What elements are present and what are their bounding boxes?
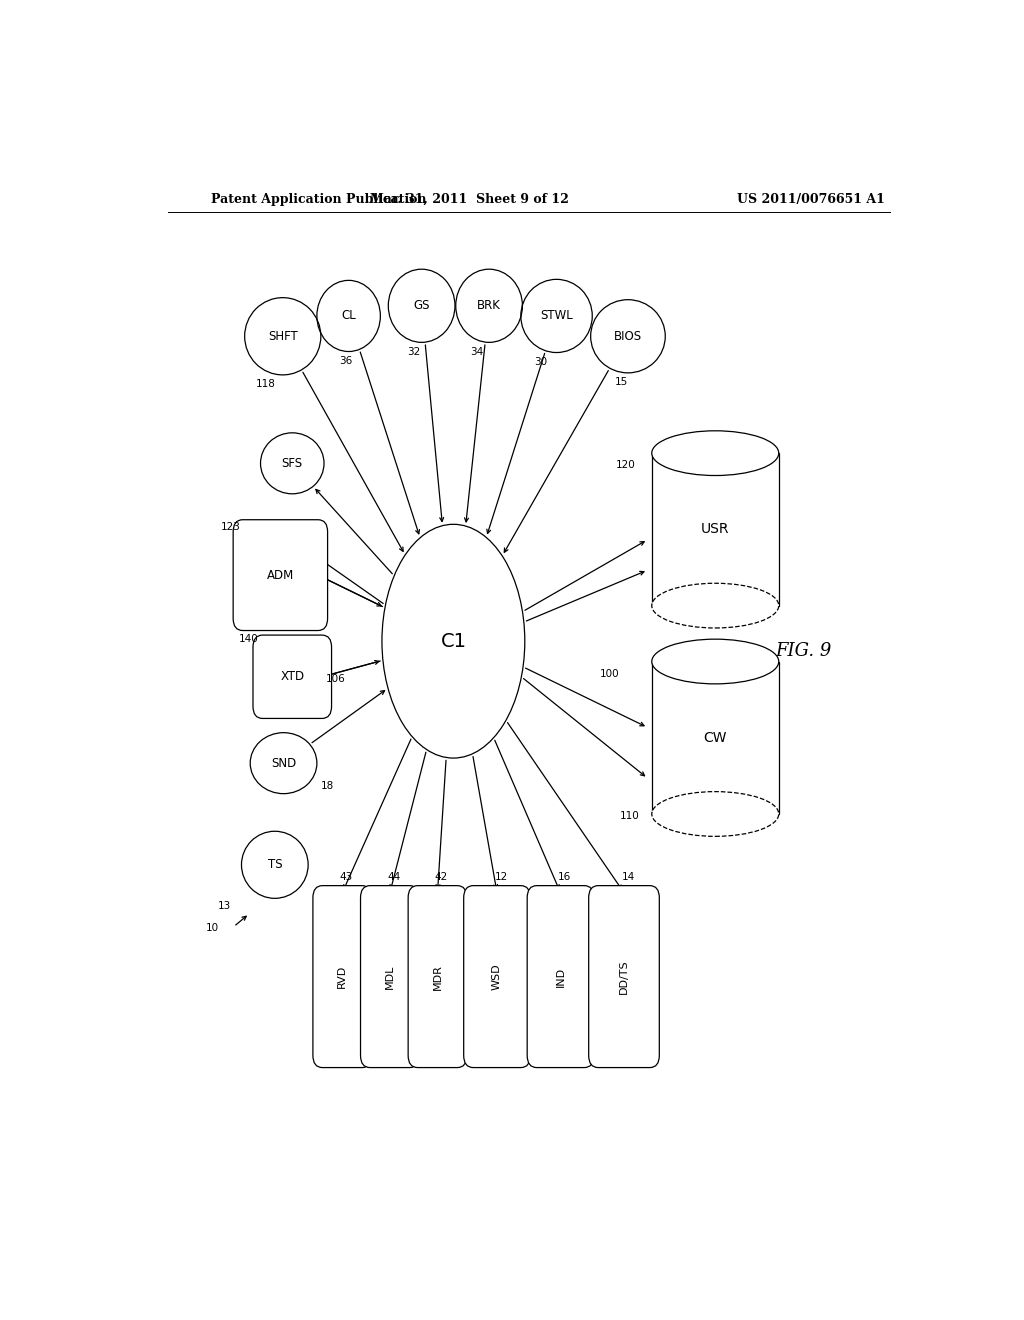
Text: STWL: STWL [541,309,572,322]
Text: 100: 100 [600,669,620,678]
Text: MDL: MDL [385,965,395,989]
Text: 16: 16 [558,871,571,882]
Text: RVD: RVD [337,965,347,989]
Text: 30: 30 [535,356,547,367]
Text: XTD: XTD [281,671,304,684]
Text: 12: 12 [495,871,508,882]
Text: 120: 120 [616,461,636,470]
FancyBboxPatch shape [409,886,467,1068]
Text: 106: 106 [326,673,346,684]
Text: ADM: ADM [266,569,294,582]
Text: CL: CL [341,309,356,322]
FancyBboxPatch shape [313,886,372,1068]
Text: 14: 14 [622,871,635,882]
Text: CW: CW [703,731,727,744]
Text: 32: 32 [408,347,420,356]
Text: 140: 140 [239,634,258,644]
Text: 15: 15 [615,378,629,387]
Text: FIG. 9: FIG. 9 [775,643,831,660]
Text: 42: 42 [435,871,449,882]
Text: C1: C1 [440,632,466,651]
Text: GS: GS [414,300,430,313]
Text: IND: IND [555,966,565,986]
Text: DD/TS: DD/TS [618,960,629,994]
Text: BIOS: BIOS [614,330,642,343]
FancyBboxPatch shape [253,635,332,718]
Text: Mar. 31, 2011  Sheet 9 of 12: Mar. 31, 2011 Sheet 9 of 12 [370,193,568,206]
Text: TS: TS [267,858,283,871]
Text: 44: 44 [387,871,400,882]
FancyBboxPatch shape [233,520,328,631]
FancyBboxPatch shape [360,886,419,1068]
Text: Patent Application Publication: Patent Application Publication [211,193,427,206]
Text: 36: 36 [339,355,352,366]
Text: WSD: WSD [492,964,502,990]
Text: MDR: MDR [432,964,442,990]
Text: SHFT: SHFT [268,330,298,343]
Text: 110: 110 [620,810,640,821]
Text: 18: 18 [321,780,334,791]
Text: 34: 34 [470,347,483,356]
Text: 10: 10 [206,923,219,933]
Ellipse shape [651,430,779,475]
Text: BRK: BRK [477,300,501,313]
Ellipse shape [651,583,779,628]
Text: SND: SND [271,756,296,770]
Bar [652,661,779,814]
Text: 123: 123 [220,521,241,532]
Bar [652,453,779,606]
FancyBboxPatch shape [527,886,594,1068]
Ellipse shape [651,639,779,684]
Text: 13: 13 [218,900,231,911]
FancyBboxPatch shape [464,886,530,1068]
Ellipse shape [651,792,779,837]
Text: SFS: SFS [282,457,303,470]
Text: US 2011/0076651 A1: US 2011/0076651 A1 [736,193,885,206]
FancyBboxPatch shape [589,886,659,1068]
Text: 118: 118 [255,379,275,389]
Text: 43: 43 [340,871,353,882]
Text: USR: USR [701,523,729,536]
